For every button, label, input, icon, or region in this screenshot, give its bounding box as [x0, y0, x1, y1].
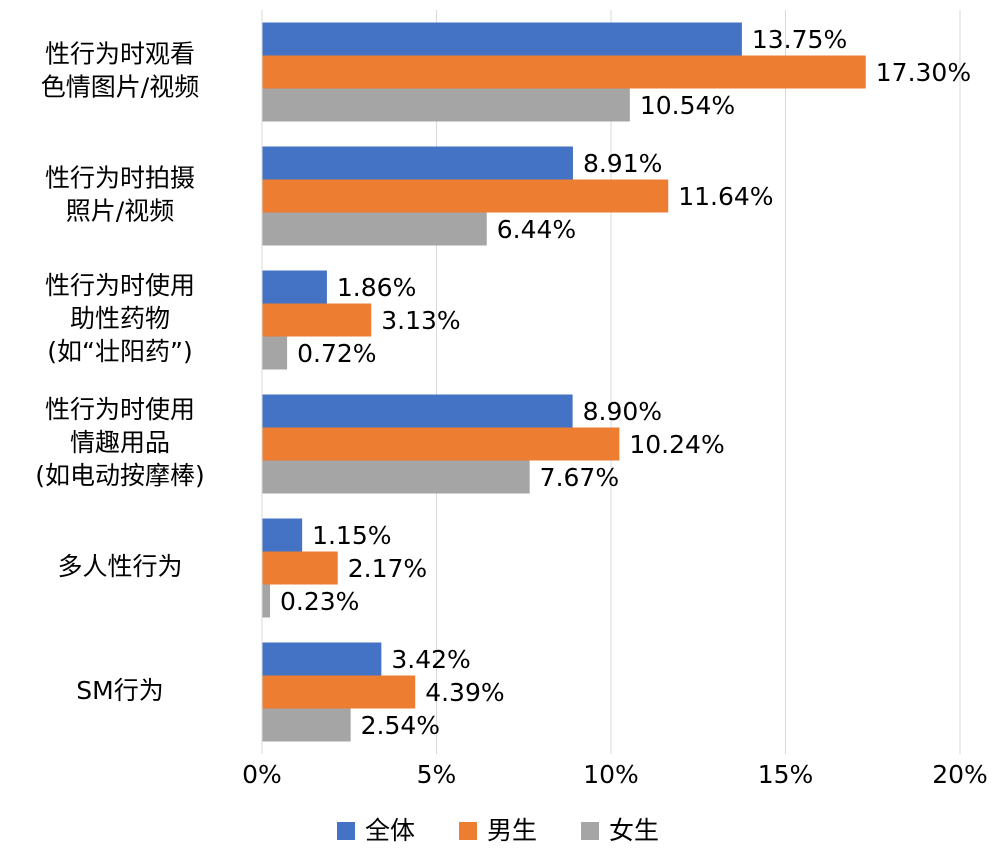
bar	[262, 88, 630, 122]
data-label: 2.54%	[361, 711, 440, 740]
legend-swatch	[459, 822, 478, 840]
data-label: 7.67%	[540, 463, 619, 492]
y-tick-label: 性行为时使用	[45, 271, 195, 300]
data-label: 10.54%	[640, 91, 735, 120]
bar	[262, 179, 669, 213]
y-tick-label: (如“壮阳药”)	[47, 337, 192, 366]
bar	[262, 584, 271, 618]
bar	[262, 55, 866, 89]
data-label: 4.39%	[425, 678, 504, 707]
y-tick-label: 色情图片/视频	[41, 73, 199, 102]
bar	[262, 212, 487, 246]
bar	[262, 146, 573, 180]
data-label: 10.24%	[629, 430, 724, 459]
y-tick-label: 情趣用品	[70, 428, 170, 457]
y-tick-label: 助性药物	[70, 304, 170, 333]
bar	[262, 22, 742, 56]
data-label: 17.30%	[876, 58, 971, 87]
data-label: 11.64%	[678, 182, 773, 211]
bar	[262, 336, 288, 370]
data-label: 1.86%	[337, 273, 416, 302]
legend-swatch	[337, 822, 355, 840]
data-label: 0.72%	[297, 339, 376, 368]
bar	[262, 642, 382, 676]
data-label: 2.17%	[348, 554, 427, 583]
y-tick-label: (如电动按摩棒)	[35, 461, 205, 490]
legend-label: 男生	[487, 816, 537, 845]
x-tick-label: 5%	[417, 760, 457, 789]
bar	[262, 460, 530, 494]
legend-label: 全体	[365, 816, 415, 845]
data-label: 8.91%	[583, 149, 662, 178]
data-label: 0.23%	[280, 587, 359, 616]
data-label: 13.75%	[752, 25, 847, 54]
data-label: 1.15%	[312, 521, 391, 550]
bar	[262, 551, 338, 585]
x-tick-label: 20%	[932, 760, 988, 789]
y-tick-label: 性行为时使用	[45, 395, 195, 424]
legend-swatch	[581, 822, 600, 840]
y-tick-label: 性行为时观看	[45, 40, 195, 69]
bar	[262, 303, 372, 337]
bar	[262, 427, 620, 461]
data-label: 6.44%	[497, 215, 576, 244]
x-tick-label: 10%	[583, 760, 639, 789]
y-tick-label: 多人性行为	[57, 552, 182, 581]
bar	[262, 394, 573, 428]
data-label: 3.13%	[381, 306, 460, 335]
x-tick-label: 0%	[242, 760, 282, 789]
data-label: 3.42%	[391, 645, 470, 674]
legend-label: 女生	[609, 816, 659, 845]
y-tick-label: 照片/视频	[66, 197, 174, 226]
x-tick-label: 15%	[758, 760, 814, 789]
bar	[262, 518, 303, 552]
y-tick-label: 性行为时拍摄	[45, 164, 195, 193]
bar	[262, 270, 327, 304]
data-label: 8.90%	[583, 397, 662, 426]
bar	[262, 708, 351, 742]
y-tick-label: SM行为	[76, 676, 163, 705]
bar	[262, 675, 416, 709]
